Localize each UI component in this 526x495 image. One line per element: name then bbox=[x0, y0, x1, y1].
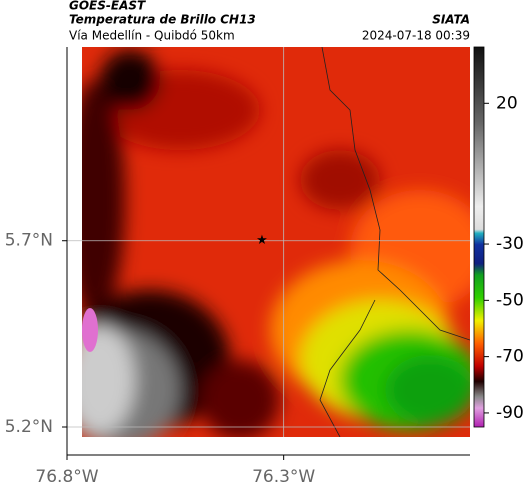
title: GOES-EAST bbox=[69, 0, 146, 13]
x-tick-label: 76.3°W bbox=[252, 467, 315, 487]
colorbar-tick-label: -70 bbox=[496, 347, 524, 367]
colorbar-tick-label: 20 bbox=[496, 93, 518, 113]
timestamp: 2024-07-18 00:39 bbox=[362, 29, 470, 43]
colorbar bbox=[473, 46, 485, 428]
x-tick-label: 76.8°W bbox=[35, 467, 98, 487]
subtitle: Temperatura de Brillo CH13 bbox=[69, 13, 256, 27]
region: Vía Medellín - Quibdó 50km bbox=[69, 29, 235, 43]
marker: ★ bbox=[256, 233, 268, 248]
source: SIATA bbox=[432, 13, 470, 27]
colorbar-tick-label: -30 bbox=[496, 234, 524, 254]
colorbar-tick-label: -90 bbox=[496, 403, 524, 423]
y-tick-label: 5.2°N bbox=[5, 417, 53, 437]
colorbar-tick-label: -50 bbox=[496, 290, 524, 310]
y-tick-label: 5.7°N bbox=[5, 231, 53, 251]
satellite-image bbox=[82, 47, 470, 437]
